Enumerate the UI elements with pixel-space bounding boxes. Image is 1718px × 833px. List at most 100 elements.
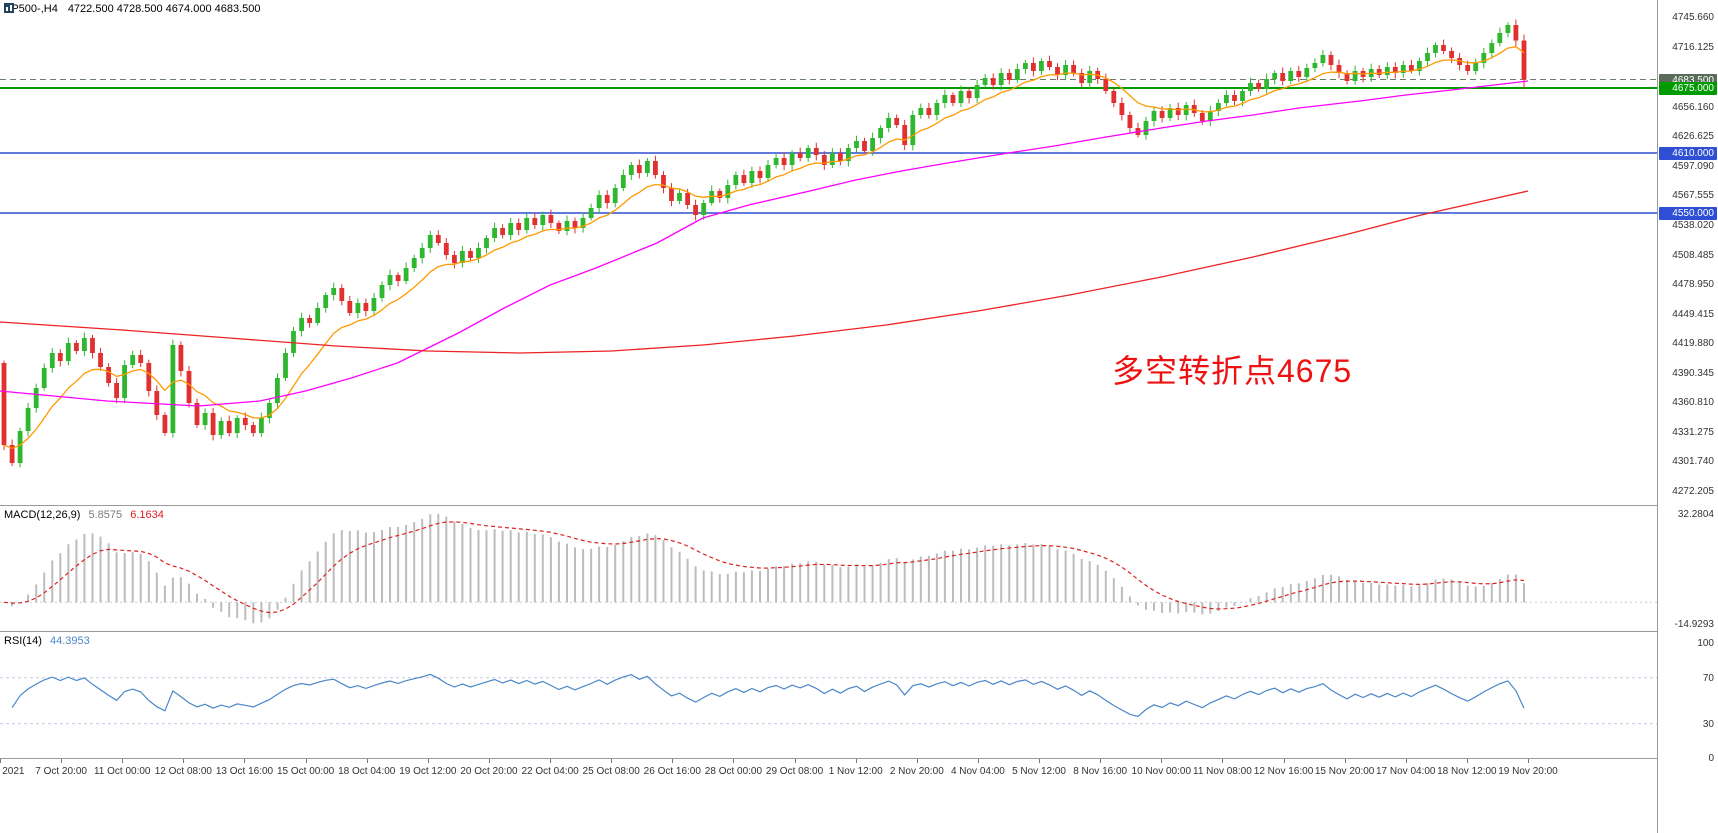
- candle-body: [958, 91, 964, 103]
- price-axis-label: 4597.090: [1672, 160, 1714, 172]
- candle-body: [1425, 53, 1430, 61]
- time-axis-label: 6 Oct 2021: [0, 766, 25, 777]
- candle-body: [234, 418, 240, 433]
- candle-body: [114, 383, 119, 398]
- candle-body: [1441, 45, 1446, 51]
- candle-body: [572, 221, 578, 228]
- candle-body: [974, 85, 980, 98]
- panel-separator[interactable]: [0, 631, 1657, 632]
- candle-body: [403, 268, 409, 281]
- candle-body: [765, 165, 771, 178]
- candle-body: [990, 78, 996, 85]
- candle-body: [556, 223, 562, 231]
- macd-signal-line: [3, 521, 1525, 614]
- candle-body: [797, 153, 803, 158]
- macd-signal-value: 6.1634: [130, 509, 164, 521]
- rsi-axis-label: 100: [1697, 638, 1714, 650]
- candle-body: [653, 161, 658, 175]
- time-axis-label: 12 Oct 08:00: [154, 766, 212, 777]
- candle-body: [516, 223, 522, 230]
- candle-body: [98, 353, 103, 367]
- main-chart-panel[interactable]: SP500-,H4 4722.500 4728.500 4674.000 468…: [0, 0, 1657, 505]
- candle-body: [130, 355, 136, 365]
- chart-header: SP500-,H4 4722.500 4728.500 4674.000 468…: [4, 3, 266, 15]
- candle-body: [870, 138, 875, 151]
- candle-body: [1417, 61, 1422, 71]
- candle-body: [540, 215, 546, 225]
- macd-svg[interactable]: [0, 506, 1657, 631]
- main-chart-svg[interactable]: [0, 0, 1657, 505]
- candle-body: [355, 303, 361, 313]
- candle-body: [1312, 63, 1318, 68]
- candle-body: [1143, 121, 1149, 135]
- candle-body: [339, 288, 345, 301]
- candle-body: [1304, 68, 1310, 77]
- candle-body: [645, 161, 650, 173]
- candle-body: [749, 171, 755, 183]
- candle-body: [1433, 45, 1438, 53]
- candle-body: [564, 221, 570, 231]
- candle-body: [186, 371, 192, 403]
- candle-body: [1167, 108, 1173, 118]
- time-axis-label: 11 Oct 00:00: [93, 766, 151, 777]
- candle-body: [580, 218, 586, 228]
- price-tag: 4550.000: [1659, 207, 1717, 220]
- candle-body: [1248, 83, 1253, 91]
- candle-body: [805, 148, 811, 158]
- candle-body: [1199, 113, 1205, 121]
- time-axis-tick: [1406, 759, 1407, 763]
- candle-body: [628, 165, 634, 175]
- time-axis-tick: [550, 759, 551, 763]
- time-axis-tick: [917, 759, 918, 763]
- chart-icon: [4, 3, 14, 13]
- candle-body: [926, 108, 932, 115]
- candle-body: [829, 153, 835, 165]
- bottom-fill: [0, 789, 1718, 833]
- time-axis-tick: [1345, 759, 1346, 763]
- macd-label: MACD(12,26,9) 5.8575 6.1634: [4, 509, 169, 521]
- candle-body: [17, 431, 23, 463]
- rsi-label: RSI(14) 44.3953: [4, 635, 95, 647]
- time-axis-tick: [672, 759, 673, 763]
- macd-panel[interactable]: MACD(12,26,9) 5.8575 6.1634: [0, 506, 1657, 631]
- time-axis-label: 11 Nov 08:00: [1193, 766, 1252, 777]
- candle-body: [878, 128, 883, 138]
- panel-separator[interactable]: [0, 758, 1657, 759]
- candle-body: [548, 215, 554, 223]
- candle-body: [1328, 55, 1334, 65]
- time-axis-label: 18 Nov 12:00: [1437, 766, 1497, 777]
- candle-body: [194, 403, 200, 425]
- price-axis-label: 4626.625: [1672, 131, 1714, 143]
- candle-body: [1079, 73, 1085, 83]
- candle-body: [250, 425, 256, 433]
- time-axis-label: 15 Oct 00:00: [276, 766, 335, 777]
- time-axis-label: 18 Oct 04:00: [338, 766, 396, 777]
- candle-body: [1232, 95, 1237, 101]
- candle-body: [862, 141, 867, 151]
- time-axis-label: 15 Nov 20:00: [1314, 766, 1375, 777]
- candle-body: [57, 353, 63, 361]
- candle-body: [1521, 40, 1527, 80]
- candle-body: [460, 251, 465, 263]
- panel-separator[interactable]: [0, 505, 1657, 506]
- candle-body: [1006, 73, 1012, 80]
- macd-main-value: 5.8575: [88, 509, 123, 521]
- candle-body: [65, 343, 71, 361]
- candle-body: [1127, 115, 1133, 128]
- candle-body: [1071, 65, 1076, 73]
- ohlc-readout: 4722.500 4728.500 4674.000 4683.500: [67, 3, 261, 15]
- rsi-panel[interactable]: RSI(14) 44.3953: [0, 632, 1657, 758]
- candle-body: [106, 367, 111, 383]
- time-axis-label: 19 Nov 20:00: [1498, 766, 1558, 777]
- price-axis-column[interactable]: 4745.660 4716.125 4656.160 4626.625 4597.090…: [1657, 0, 1718, 833]
- price-axis-label: 4567.555: [1672, 190, 1714, 202]
- candle-body: [966, 91, 972, 98]
- candle-body: [620, 175, 626, 188]
- rsi-axis-label: 30: [1702, 718, 1714, 730]
- candle-body: [725, 185, 731, 198]
- candle-body: [267, 403, 272, 418]
- rsi-line: [11, 673, 1525, 718]
- rsi-svg[interactable]: [0, 632, 1657, 758]
- candle-body: [347, 301, 353, 313]
